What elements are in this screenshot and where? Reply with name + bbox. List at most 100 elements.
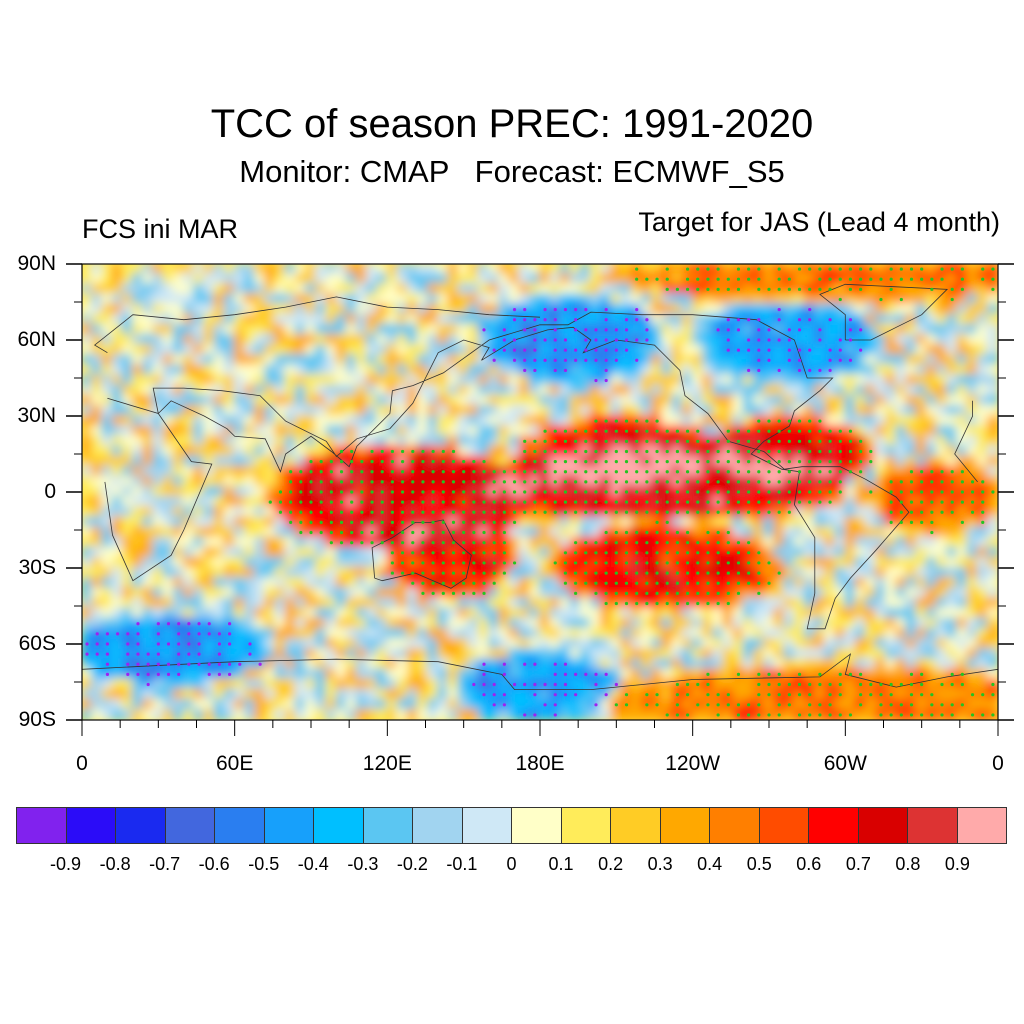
- field-cell: [905, 354, 918, 367]
- stipple-dot: [614, 551, 618, 555]
- field-cell: [447, 323, 460, 336]
- stipple-dot: [747, 551, 751, 555]
- field-cell: [966, 415, 979, 428]
- stipple-dot: [909, 500, 914, 504]
- field-cell: [152, 333, 165, 347]
- field-cell: [416, 364, 430, 377]
- stipple-dot: [991, 287, 995, 291]
- field-cell: [742, 323, 755, 336]
- field-cell: [223, 394, 236, 407]
- field-cell: [600, 384, 613, 397]
- stipple-dot: [614, 541, 618, 545]
- field-cell: [915, 374, 928, 387]
- field-cell: [142, 374, 155, 387]
- stipple-dot: [818, 500, 822, 504]
- field-cell: [345, 323, 358, 336]
- field-cell: [437, 293, 450, 306]
- stipple-dot: [960, 520, 964, 525]
- field-cell: [528, 293, 541, 306]
- field-cell: [701, 303, 715, 316]
- field-cell: [437, 435, 450, 448]
- stipple-dot: [869, 490, 873, 494]
- stipple-dot: [360, 541, 364, 545]
- stipple-dot: [716, 277, 720, 281]
- field-cell: [803, 404, 816, 417]
- field-cell: [915, 384, 928, 397]
- field-cell: [416, 313, 430, 326]
- stipple-dot: [909, 470, 914, 474]
- stipple-dot: [645, 541, 649, 545]
- field-cell: [274, 445, 287, 458]
- stipple-dot: [563, 490, 568, 494]
- stipple-dot: [339, 460, 344, 464]
- field-cell: [274, 354, 287, 367]
- field-cell: [396, 273, 409, 286]
- stipple-dot: [604, 419, 608, 423]
- stipple-dot: [889, 267, 893, 271]
- stipple-dot: [421, 500, 425, 504]
- stipple-dot: [441, 470, 445, 474]
- field-cell: [549, 283, 562, 296]
- stipple-dot: [431, 581, 435, 585]
- field-cell: [192, 415, 206, 428]
- stipple-dot: [960, 480, 964, 484]
- field-cell: [152, 364, 165, 377]
- field-cell: [671, 273, 684, 286]
- field-cell: [406, 323, 419, 336]
- stipple-dot: [492, 551, 496, 555]
- stipple-dot: [869, 449, 873, 454]
- field-cell: [976, 303, 989, 316]
- field-cell: [284, 425, 297, 438]
- field-cell: [895, 323, 908, 336]
- stipple-dot: [584, 541, 588, 545]
- stipple-dot: [309, 520, 313, 525]
- stipple-dot: [645, 277, 649, 281]
- stipple-dot: [350, 480, 354, 484]
- field-cell: [315, 354, 328, 367]
- stipple-dot: [635, 460, 639, 464]
- field-cell: [304, 323, 318, 336]
- field-cell: [142, 264, 155, 276]
- stipple-dot: [278, 500, 283, 504]
- stipple-dot: [675, 480, 680, 484]
- field-cell: [365, 394, 379, 407]
- stipple-dot: [767, 470, 771, 474]
- field-cell: [254, 354, 267, 367]
- field-cell: [864, 303, 877, 316]
- field-cell: [264, 435, 277, 448]
- field-cell: [956, 455, 969, 468]
- stipple-dot: [777, 308, 781, 312]
- field-cell: [162, 344, 175, 357]
- field-cell: [834, 374, 847, 387]
- field-cell: [895, 415, 908, 428]
- field-cell: [274, 374, 287, 387]
- field-cell: [172, 354, 185, 367]
- field-cell: [823, 293, 837, 306]
- stipple-dot: [319, 460, 323, 464]
- field-cell: [213, 303, 226, 316]
- field-cell: [325, 354, 338, 367]
- field-cell: [325, 313, 338, 326]
- field-cell: [915, 364, 928, 377]
- stipple-dot: [635, 581, 639, 585]
- stipple-dot: [808, 419, 812, 423]
- field-cell: [457, 445, 470, 458]
- field-cell: [162, 455, 175, 468]
- field-cell: [162, 323, 175, 336]
- stipple-dot: [635, 419, 639, 423]
- field-cell: [925, 323, 938, 336]
- field-cell: [82, 364, 94, 377]
- field-cell: [569, 264, 582, 276]
- field-cell: [447, 293, 460, 306]
- stipple-dot: [502, 510, 506, 514]
- stipple-dot: [533, 318, 537, 322]
- field-cell: [254, 465, 267, 478]
- field-cell: [589, 364, 603, 377]
- stipple-dot: [960, 490, 964, 494]
- field-cell: [223, 323, 236, 336]
- field-cell: [569, 415, 582, 428]
- stipple-dot: [462, 571, 466, 575]
- field-cell: [243, 323, 257, 336]
- stipple-dot: [716, 490, 720, 494]
- stipple-dot: [818, 328, 822, 332]
